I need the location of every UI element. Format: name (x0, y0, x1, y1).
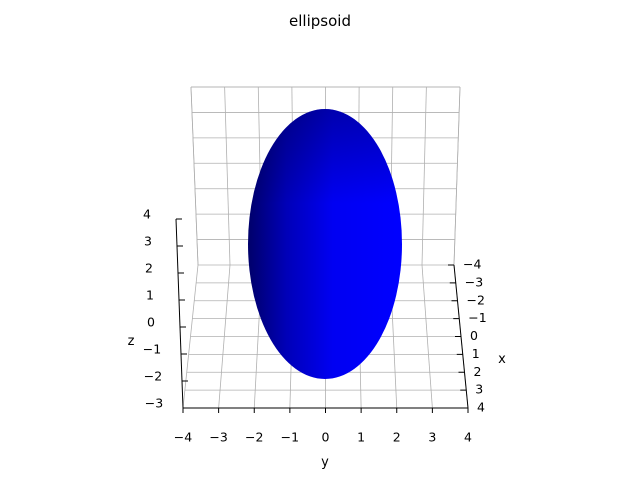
x-tick-label: 3 (475, 382, 483, 397)
z-tick-label: −2 (144, 369, 162, 384)
y-tick-label: 1 (357, 430, 365, 445)
y-tick-label: 2 (393, 430, 401, 445)
y-tick-label: 0 (322, 430, 330, 445)
chart-title: ellipsoid (289, 12, 351, 30)
x-axis-label: x (498, 352, 506, 367)
wall-grid-line (190, 86, 199, 266)
axes (175, 218, 469, 413)
y-tick-label: −3 (209, 430, 227, 445)
x-tick-label: 4 (477, 400, 485, 415)
z-tick-label: 3 (144, 234, 152, 249)
z-tick-label: −3 (145, 396, 163, 411)
tick-labels: −4 −3 −2 −1 0 1 2 3 4 −4 −3 −2 −1 0 1 2 3 4 −3 −2 −1 0 1 2 3 4 (143, 207, 487, 445)
x-tick-label: −4 (463, 257, 481, 272)
z-axis-label: z (128, 334, 135, 349)
z-tick-label: 0 (147, 315, 155, 330)
wall-grid-line (453, 86, 461, 266)
z-axis-line (175, 218, 184, 409)
x-tick-label: −2 (467, 292, 485, 307)
y-axis-label: y (321, 455, 329, 470)
y-tick-label: −2 (245, 430, 263, 445)
y-tick-label: 4 (464, 430, 472, 445)
x-tick-label: 0 (470, 328, 478, 343)
z-tick-label: −1 (143, 342, 161, 357)
z-tick-label: 1 (146, 288, 154, 303)
y-tick-label: 3 (428, 430, 436, 445)
z-tick-label: 2 (145, 261, 153, 276)
ellipsoid-surface (248, 109, 402, 379)
x-tick-label: −1 (468, 310, 486, 325)
x-tick-label: −3 (465, 274, 483, 289)
x-tick-label: 1 (472, 346, 480, 361)
x-tick-label: 2 (474, 364, 482, 379)
z-tick-label: 4 (143, 207, 151, 222)
ellipsoid-shading (248, 109, 402, 379)
y-tick-label: −4 (174, 430, 192, 445)
wall-grid-line (421, 86, 427, 266)
wall-grid-line (224, 86, 231, 266)
y-tick-label: −1 (281, 430, 299, 445)
floor-grid-line (421, 264, 433, 409)
